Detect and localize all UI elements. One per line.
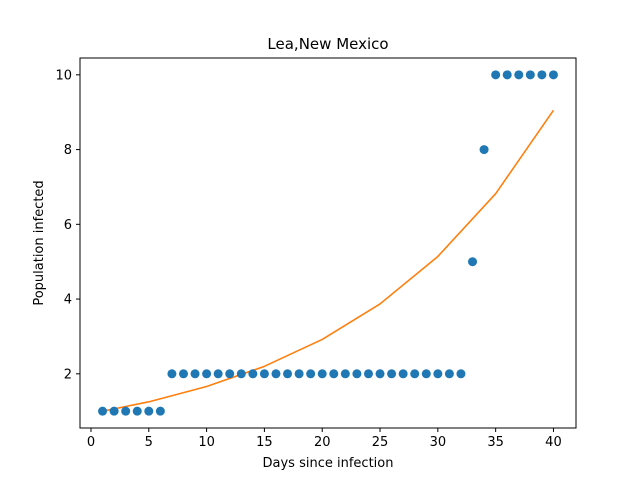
data-point (132, 406, 142, 416)
data-point (456, 369, 466, 379)
x-tick-label: 5 (145, 435, 153, 450)
data-point (525, 70, 535, 80)
data-point (375, 369, 385, 379)
data-point (548, 70, 558, 80)
data-point (178, 369, 188, 379)
data-point (444, 369, 454, 379)
data-point (340, 369, 350, 379)
x-tick-label: 30 (430, 435, 447, 450)
fit-line (102, 109, 555, 412)
data-point (433, 369, 443, 379)
data-point (248, 369, 258, 379)
data-point (468, 257, 478, 267)
data-point (283, 369, 293, 379)
data-point (144, 406, 154, 416)
data-point (225, 369, 235, 379)
data-point (271, 369, 281, 379)
x-tick-label: 0 (87, 435, 95, 450)
data-point (213, 369, 223, 379)
data-point (121, 406, 131, 416)
x-tick-label: 25 (372, 435, 389, 450)
y-tick-label: 10 (55, 68, 72, 83)
marks (98, 70, 558, 416)
x-axis-ticks: 0 5 10 15 20 25 30 35 40 (87, 428, 562, 450)
data-point (202, 369, 212, 379)
data-point (421, 369, 431, 379)
x-tick-label: 35 (487, 435, 504, 450)
data-point (352, 369, 362, 379)
x-tick-label: 20 (314, 435, 331, 450)
data-point (398, 369, 408, 379)
y-tick-label: 8 (64, 143, 72, 158)
data-point (259, 369, 269, 379)
data-point (502, 70, 512, 80)
y-axis-label: Population infected (32, 180, 47, 305)
data-point (479, 145, 489, 155)
data-point (329, 369, 339, 379)
y-tick-label: 4 (64, 293, 72, 308)
x-tick-label: 40 (545, 435, 562, 450)
data-point (491, 70, 501, 80)
data-point (514, 70, 524, 80)
data-point (109, 406, 119, 416)
data-point (190, 369, 200, 379)
data-point (294, 369, 304, 379)
y-tick-label: 2 (64, 367, 72, 382)
data-point (167, 369, 177, 379)
data-point (537, 70, 547, 80)
chart-title: Lea,New Mexico (267, 35, 388, 53)
data-point (236, 369, 246, 379)
y-axis-ticks: 2 4 6 8 10 (55, 68, 80, 382)
x-tick-label: 15 (256, 435, 273, 450)
data-point (410, 369, 420, 379)
x-axis-label: Days since infection (263, 456, 394, 471)
y-tick-label: 6 (64, 218, 72, 233)
data-point (363, 369, 373, 379)
data-point (306, 369, 316, 379)
plot-area (79, 57, 577, 429)
x-tick-label: 10 (198, 435, 215, 450)
data-point (155, 406, 165, 416)
data-point (387, 369, 397, 379)
data-point (317, 369, 327, 379)
data-point (98, 406, 108, 416)
